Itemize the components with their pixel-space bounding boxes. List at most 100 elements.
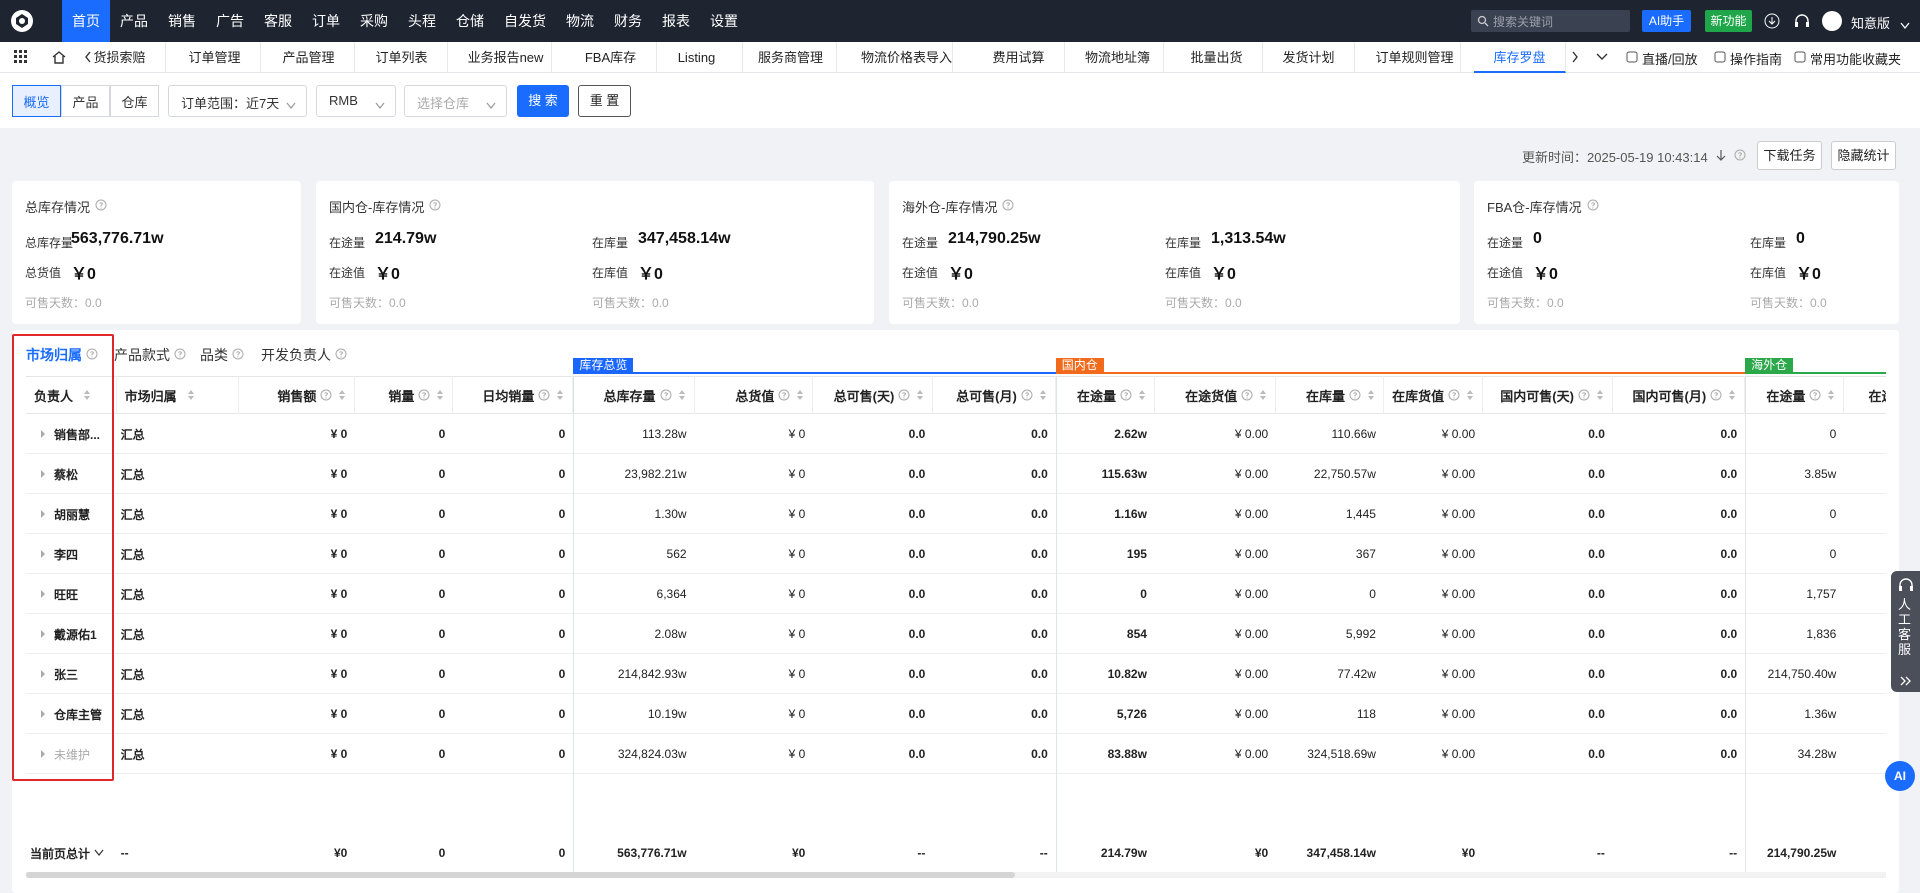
menu-item[interactable]: 仓储 [456, 13, 484, 29]
menu-item[interactable]: 广告 [216, 13, 244, 29]
menu-item[interactable]: 自发货 [504, 13, 546, 29]
triangle[interactable] [36, 429, 50, 439]
tab[interactable]: 服务商管理 [745, 42, 837, 73]
tab[interactable]: 货损索赔 [74, 42, 166, 73]
triangle[interactable] [36, 669, 50, 679]
apps-icon[interactable] [14, 50, 28, 64]
cell-text: 0 [438, 747, 446, 761]
menu-item[interactable]: 报表 [662, 13, 690, 29]
menu-item[interactable]: 产品 [120, 13, 148, 29]
triangle[interactable] [36, 629, 50, 639]
tab-next[interactable] [1571, 51, 1579, 63]
new-button[interactable]: 新功能 [1705, 10, 1752, 32]
table-cell: ¥ 0 [239, 654, 355, 694]
tab[interactable]: 订单列表 [356, 42, 448, 73]
sub-tab[interactable]: 产品款式 [114, 347, 170, 363]
table-cell: ¥ 0 [239, 414, 355, 454]
tab-more[interactable] [1596, 53, 1608, 61]
triangle[interactable] [36, 549, 50, 559]
triangle[interactable] [36, 749, 50, 759]
cell-text: ¥ 0.00 [1234, 627, 1269, 641]
menu-item[interactable]: 设置 [710, 13, 738, 29]
select[interactable]: RMB [316, 85, 396, 117]
home-icon[interactable] [51, 50, 67, 65]
caret[interactable] [94, 849, 104, 857]
sort-icon[interactable] [1827, 389, 1835, 401]
cell-text: -- [120, 846, 129, 860]
menu-item[interactable]: 采购 [360, 13, 388, 29]
tab[interactable]: 订单规则管理 [1369, 42, 1461, 73]
triangle[interactable] [36, 589, 50, 599]
reset-button[interactable]: 重 置 [578, 85, 631, 117]
support-widget[interactable]: 人工客服 [1891, 571, 1920, 692]
sort-icon[interactable] [83, 389, 91, 401]
menu-item[interactable]: 财务 [614, 13, 642, 29]
tab[interactable]: 物流价格表导入 [861, 42, 953, 73]
help-icon [660, 389, 672, 401]
view-toggle[interactable]: 仓库 [110, 85, 159, 117]
menu-item[interactable]: 头程 [408, 13, 436, 29]
view-toggle[interactable]: 产品 [61, 85, 110, 117]
tab[interactable]: 批量出货 [1171, 42, 1263, 73]
tab-prev[interactable] [84, 51, 92, 63]
table-cell: 0 [355, 454, 453, 494]
menu-item[interactable]: 销售 [168, 13, 196, 29]
tab[interactable]: Listing [651, 42, 743, 73]
triangle[interactable] [36, 509, 50, 519]
hide-button[interactable]: 隐藏统计 [1831, 141, 1896, 170]
sort-icon[interactable] [1596, 389, 1604, 401]
triangle[interactable] [36, 469, 50, 479]
ai-float[interactable]: AI [1885, 761, 1915, 791]
tool-link[interactable]: 直播/回放 [1642, 52, 1698, 67]
view-toggle[interactable]: 概览 [12, 85, 61, 117]
menu-item[interactable]: 客服 [264, 13, 292, 29]
header-cell: 市场归属 [117, 376, 240, 414]
ai-button[interactable]: AI助手 [1642, 10, 1691, 32]
sub-tab[interactable]: 市场归属 [26, 347, 82, 363]
cell-text: 0 [438, 547, 446, 561]
cell-text: 0.0 [1588, 587, 1605, 601]
help-icon [1021, 389, 1033, 401]
tab[interactable]: FBA库存 [565, 42, 657, 73]
tool-link[interactable]: 操作指南 [1730, 52, 1783, 67]
menu-item[interactable]: 订单 [312, 13, 340, 29]
triangle[interactable] [36, 709, 50, 719]
search-placeholder[interactable]: 搜索关键词 [1493, 15, 1554, 29]
header-cell: 在途货值 [1155, 376, 1277, 414]
tab[interactable]: 物流地址簿 [1072, 42, 1164, 73]
sort-icon[interactable] [796, 389, 804, 401]
menu-item[interactable]: 物流 [566, 13, 594, 29]
menu-item[interactable]: 首页 [62, 0, 110, 42]
table-cell: 张三 [26, 654, 117, 694]
sort-icon[interactable] [678, 389, 686, 401]
sub-tab[interactable]: 开发负责人 [261, 347, 331, 363]
sort-icon[interactable] [1367, 389, 1375, 401]
tab[interactable]: 产品管理 [263, 42, 355, 73]
sort-icon[interactable] [187, 389, 195, 401]
sort-icon[interactable] [916, 389, 924, 401]
download-button[interactable]: 下载任务 [1757, 141, 1822, 170]
sort-icon[interactable] [338, 389, 346, 401]
table-cell: 0.0 [933, 654, 1055, 694]
sort-icon[interactable] [1259, 389, 1267, 401]
select[interactable]: 选择仓库 [404, 85, 507, 117]
chevrons [1900, 676, 1911, 686]
tab[interactable]: 业务报告new [460, 42, 552, 73]
sort-icon[interactable] [1138, 389, 1146, 401]
sort-icon[interactable] [1466, 389, 1474, 401]
tab[interactable]: 发货计划 [1263, 42, 1355, 73]
tab[interactable]: 订单管理 [169, 42, 261, 73]
sort-icon [1259, 389, 1267, 401]
search-button[interactable]: 搜 索 [517, 85, 569, 117]
tab[interactable]: 库存罗盘 [1474, 42, 1566, 73]
sort-icon[interactable] [1039, 389, 1047, 401]
select[interactable]: 订单范围：近7天 [168, 85, 307, 117]
sort-icon[interactable] [556, 389, 564, 401]
sub-tab[interactable]: 品类 [200, 347, 228, 363]
tool-link[interactable]: 常用功能收藏夹 [1810, 52, 1902, 67]
scrollbar-thumb[interactable] [26, 872, 1015, 878]
user-name[interactable]: 知意版 [1851, 16, 1891, 31]
sort-icon[interactable] [1728, 389, 1736, 401]
tab[interactable]: 费用试算 [973, 42, 1065, 73]
sort-icon[interactable] [436, 389, 444, 401]
